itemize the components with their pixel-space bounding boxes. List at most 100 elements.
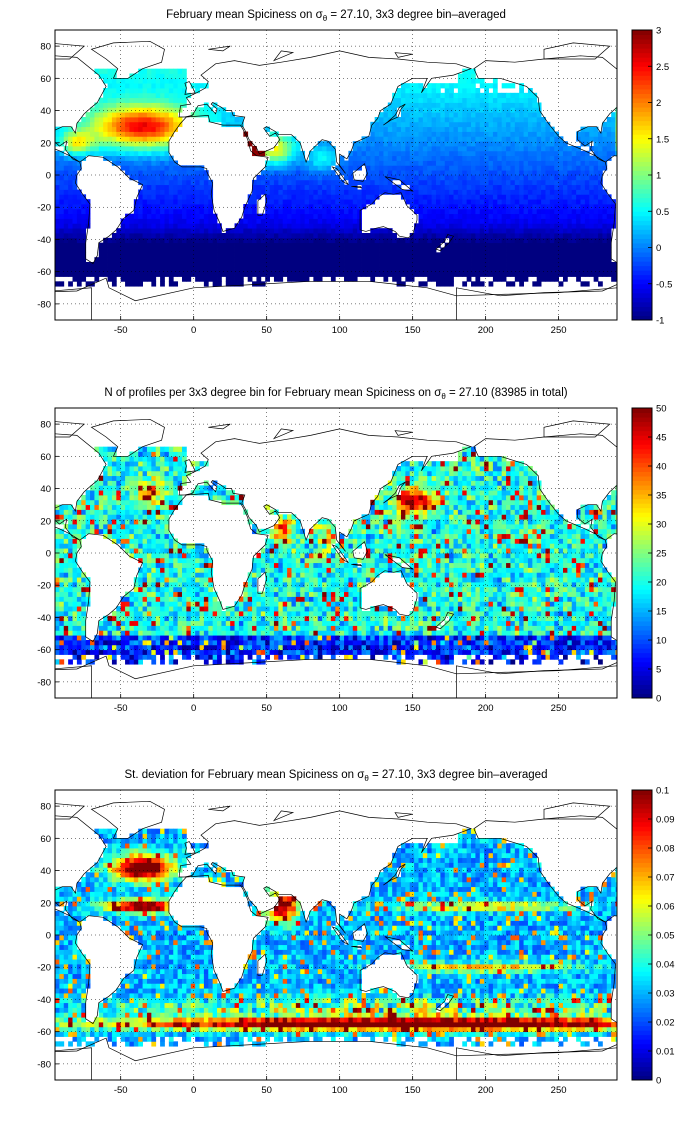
data-cell	[523, 155, 529, 161]
data-cell	[545, 155, 551, 161]
data-cell	[186, 179, 192, 186]
data-cell	[326, 194, 332, 200]
data-cell	[116, 649, 122, 655]
data-cell	[59, 184, 65, 190]
data-cell	[243, 208, 249, 215]
data-cell	[488, 107, 494, 113]
data-cell	[308, 635, 314, 641]
data-cell	[203, 228, 209, 234]
data-cell	[190, 170, 196, 176]
data-cell	[278, 194, 284, 200]
data-cell	[72, 218, 78, 224]
data-cell	[466, 155, 472, 161]
data-cell	[155, 92, 161, 99]
data-cell	[527, 213, 533, 219]
data-cell	[514, 654, 520, 660]
data-cell	[501, 102, 507, 108]
data-cell	[120, 78, 126, 84]
data-cell	[379, 184, 384, 190]
data-cell	[133, 97, 139, 103]
data-cell	[379, 160, 384, 166]
data-cell	[63, 266, 69, 273]
data-cell	[287, 146, 292, 152]
data-cell	[606, 262, 612, 268]
data-cell	[120, 266, 126, 273]
data-cell	[59, 199, 65, 205]
data-cell	[471, 121, 476, 128]
data-cell	[85, 649, 91, 655]
data-cell	[155, 233, 161, 239]
data-cell	[435, 189, 441, 195]
data-cell	[471, 223, 476, 229]
data-cell	[510, 635, 516, 641]
data-cell	[190, 271, 196, 277]
data-cell	[304, 208, 310, 215]
data-cell	[414, 170, 419, 176]
data-cell	[440, 131, 446, 137]
data-cell	[186, 242, 192, 248]
data-cell	[116, 237, 122, 244]
data-cell	[182, 276, 187, 282]
data-cell	[59, 208, 65, 215]
data-cell	[138, 252, 143, 258]
data-cell	[606, 266, 612, 273]
data-cell	[129, 102, 135, 108]
data-cell	[339, 252, 345, 258]
data-cell	[527, 208, 533, 215]
data-cell	[536, 112, 542, 118]
data-cell	[265, 266, 270, 273]
data-cell	[484, 92, 489, 99]
data-cell	[562, 208, 568, 215]
data-cell	[330, 150, 336, 157]
data-cell	[484, 155, 489, 161]
data-cell	[549, 126, 555, 132]
data-cell	[138, 189, 143, 195]
data-cell	[506, 223, 511, 229]
data-cell	[129, 117, 135, 123]
data-cell	[133, 630, 139, 636]
data-cell	[392, 649, 397, 655]
data-cell	[584, 199, 590, 205]
data-cell	[348, 218, 354, 224]
data-cell	[168, 640, 174, 646]
data-cell	[466, 257, 472, 263]
data-cell	[72, 189, 78, 195]
data-cell	[392, 630, 397, 636]
data-cell	[519, 252, 524, 258]
data-cell	[387, 262, 393, 268]
data-cell	[287, 644, 292, 651]
data-cell	[217, 281, 222, 287]
data-cell	[247, 242, 253, 248]
data-cell	[304, 175, 310, 181]
data-cell	[291, 228, 297, 234]
data-cell	[111, 276, 117, 282]
data-cell	[278, 175, 284, 181]
data-cell	[449, 112, 454, 118]
data-cell	[330, 194, 336, 200]
data-cell	[111, 654, 117, 660]
data-cell	[177, 262, 183, 268]
data-cell	[173, 97, 179, 103]
data-cell	[510, 146, 516, 152]
data-cell	[466, 640, 472, 646]
data-cell	[129, 654, 135, 660]
data-cell	[164, 237, 170, 244]
data-cell	[63, 160, 69, 166]
data-cell	[431, 199, 437, 205]
data-cell	[400, 640, 406, 646]
data-cell	[387, 179, 393, 186]
data-cell	[212, 242, 218, 248]
data-cell	[168, 213, 174, 219]
data-cell	[545, 213, 551, 219]
data-cell	[142, 136, 148, 142]
data-cell	[484, 208, 489, 215]
data-cell	[317, 262, 323, 268]
data-cell	[405, 262, 411, 268]
data-cell	[133, 136, 139, 142]
data-cell	[523, 223, 529, 229]
data-cell	[615, 107, 617, 113]
data-cell	[418, 237, 424, 244]
data-cell	[444, 170, 450, 176]
data-cell	[501, 141, 507, 147]
data-cell	[352, 218, 358, 224]
